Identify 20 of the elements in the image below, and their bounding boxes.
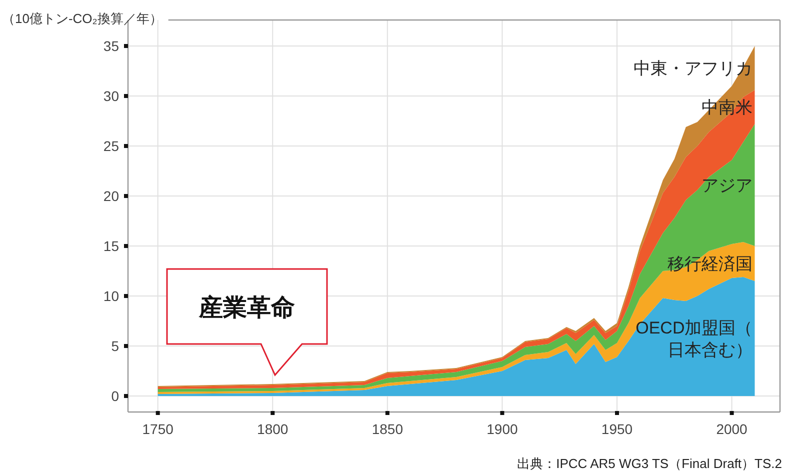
y-tick-label: 30 bbox=[103, 88, 120, 104]
x-tick-label: 1950 bbox=[601, 421, 633, 437]
y-tick-label: 0 bbox=[111, 388, 120, 404]
series-label: OECD加盟国（日本含む） bbox=[636, 318, 753, 360]
y-tick-label: 15 bbox=[103, 238, 120, 254]
x-tick-label: 1750 bbox=[142, 421, 174, 437]
y-tick-label: 10 bbox=[103, 288, 120, 304]
y-tick-label: 5 bbox=[111, 338, 120, 354]
y-tick-label: 35 bbox=[103, 38, 120, 54]
source-note: 出典：IPCC AR5 WG3 TS（Final Draft）TS.2 bbox=[517, 456, 782, 471]
y-tick-label: 25 bbox=[103, 138, 120, 154]
series-label: アジア bbox=[702, 176, 753, 195]
x-tick-label: 1850 bbox=[372, 421, 404, 437]
x-tick-label: 1900 bbox=[486, 421, 518, 437]
y-axis-title: （10億トン-CO₂換算／年） bbox=[2, 11, 162, 26]
x-tick-label: 2000 bbox=[716, 421, 748, 437]
annotation: 産業革命 bbox=[198, 294, 295, 322]
callout: 産業革命 bbox=[166, 268, 328, 376]
x-tick-label: 1800 bbox=[257, 421, 288, 437]
y-tick-label: 20 bbox=[103, 188, 120, 204]
